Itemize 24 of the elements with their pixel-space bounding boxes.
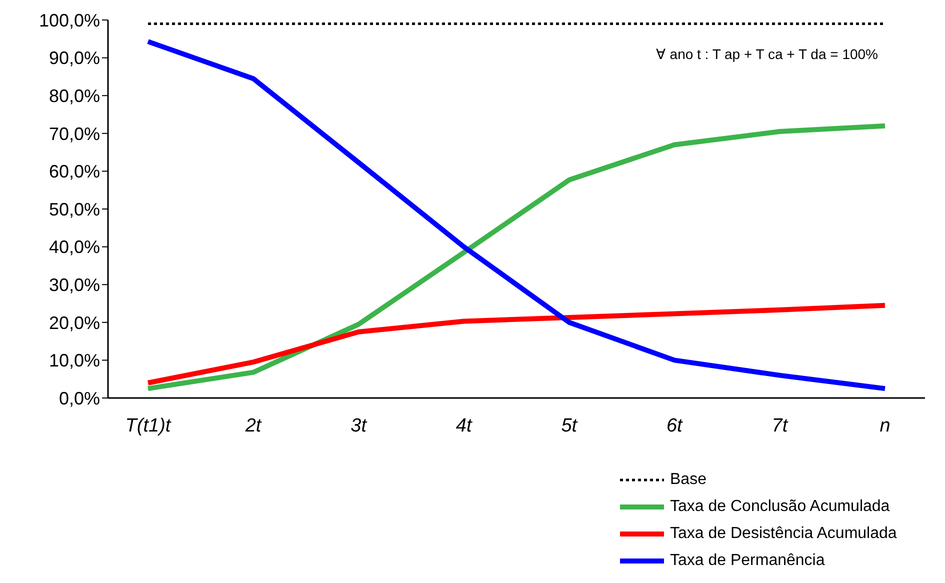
y-tick-label: 80,0% — [48, 86, 100, 106]
legend-label: Taxa de Desistência Acumulada — [670, 524, 897, 542]
x-tick-label: 2t — [244, 415, 262, 436]
y-tick-label: 100,0% — [38, 10, 100, 30]
y-tick-label: 40,0% — [48, 237, 100, 258]
x-tick-label: 5t — [561, 415, 578, 436]
y-tick-label: 60,0% — [48, 162, 100, 182]
legend-label: Taxa de Permanência — [670, 552, 825, 570]
y-tick-label: 0,0% — [58, 388, 100, 408]
legend-label: Taxa de Conclusão Acumulada — [670, 498, 890, 516]
y-tick-label: 20,0% — [48, 312, 100, 333]
x-tick-label: 6t — [666, 415, 684, 436]
y-tick-label: 50,0% — [48, 199, 100, 220]
y-tick-label: 90,0% — [48, 48, 100, 68]
legend-label: Base — [670, 470, 706, 488]
x-tick-label: n — [880, 415, 890, 436]
x-tick-label: 7t — [772, 415, 788, 436]
x-tick-label: T(t1)t — [125, 415, 172, 436]
y-tick-label: 10,0% — [48, 350, 100, 371]
x-tick-label: 3t — [350, 415, 368, 436]
y-tick-label: 30,0% — [48, 274, 100, 295]
annotation: ∀ ano t : T ap + T ca + T da = 100% — [656, 46, 878, 62]
x-tick-label: 4t — [456, 415, 472, 436]
y-tick-label: 70,0% — [48, 124, 100, 144]
